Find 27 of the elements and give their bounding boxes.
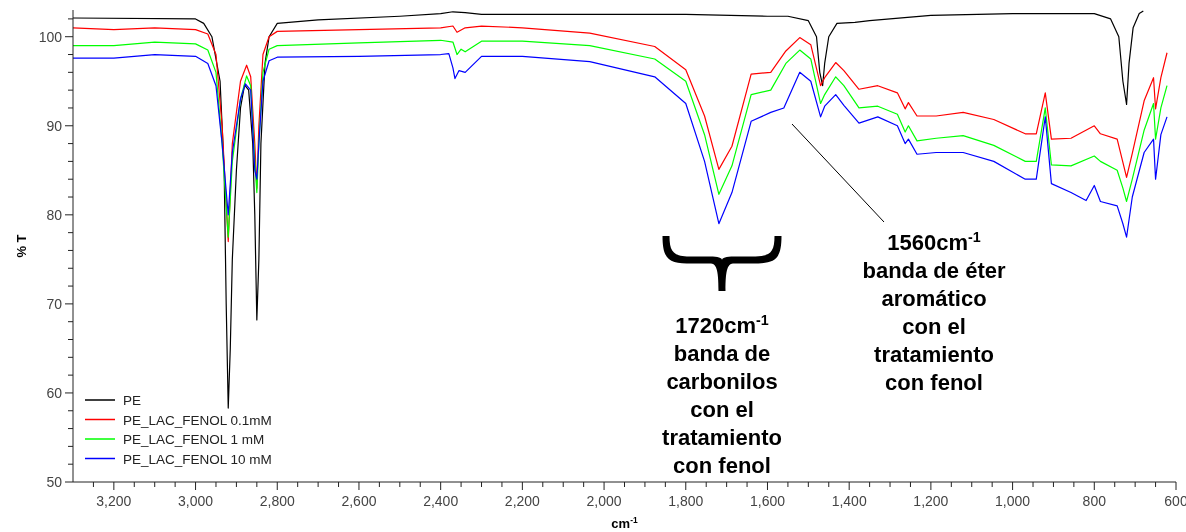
y-tick-label: 90 — [46, 117, 63, 134]
x-tick-label: 3,000 — [178, 493, 214, 509]
y-tick-label: 100 — [38, 28, 63, 45]
y-tick-label: 60 — [46, 384, 63, 401]
y-axis-title: % T — [14, 234, 29, 258]
x-tick-label: 2,200 — [504, 493, 541, 509]
x-tick-label: 2,400 — [423, 493, 459, 509]
annotation: 1560cm$^{-1}$ banda de éter aromático con el tratamiento con fenol — [862, 229, 1006, 395]
x-tick-label: 2,000 — [586, 493, 622, 509]
y-tick-label: 70 — [46, 295, 63, 312]
legend-label: PE_LAC_FENOL 10 mM — [123, 451, 272, 467]
x-tick-label: 2,600 — [341, 493, 377, 509]
legend-label: PE_LAC_FENOL 0.1mM — [123, 412, 272, 428]
x-tick-label: 1,000 — [995, 493, 1031, 509]
annotation: 1720cm$^{-1}$ banda de carbonilos con el tratamiento con fenol — [662, 312, 782, 478]
x-tick-label: 1,400 — [831, 493, 867, 509]
legend-label: PE_LAC_FENOL 1 mM — [123, 432, 265, 447]
x-tick-label: 3,200 — [96, 493, 132, 509]
y-tick-label: 50 — [46, 474, 63, 490]
x-tick-label: 2,800 — [259, 493, 295, 509]
x-tick-label: 800 — [1082, 493, 1107, 509]
x-tick-label: 1,200 — [913, 493, 949, 509]
legend-label: PE — [123, 393, 142, 408]
x-tick-label: 1,600 — [749, 493, 786, 509]
x-tick-label: 1,800 — [668, 493, 704, 509]
y-tick-label: 80 — [46, 206, 63, 223]
x-axis-title: cm$^{-1}$ — [611, 515, 638, 531]
